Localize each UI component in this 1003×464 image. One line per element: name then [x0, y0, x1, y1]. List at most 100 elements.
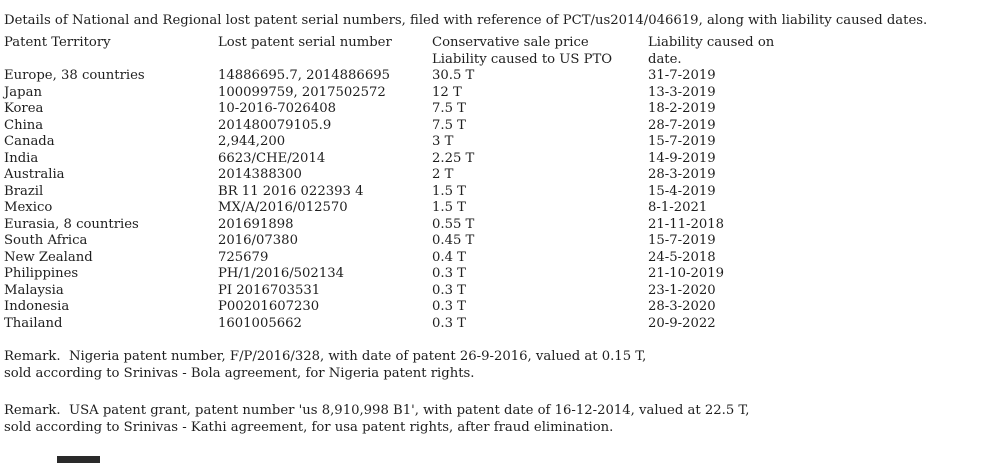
column-header-serial-number-line2	[218, 52, 432, 69]
cell-serial-number: 201691898	[218, 216, 294, 232]
table-row: Thailand 1601005662 0.3 T 20-9-2022	[4, 316, 988, 333]
cell-liability-date: 20-9-2022	[648, 315, 716, 331]
table-row: Europe, 38 countries 14886695.7, 2014886…	[4, 68, 988, 85]
cell-price: 1.5 T	[432, 183, 466, 199]
cell-liability-date: 14-9-2019	[648, 150, 716, 166]
cell-territory: Europe, 38 countries	[4, 68, 145, 83]
cell-liability-date: 13-3-2019	[648, 84, 716, 100]
table-header-row-2: Liability caused to US PTO date.	[4, 52, 988, 69]
column-header-liability-date-line2: date.	[648, 51, 682, 67]
cell-liability-date: 18-2-2019	[648, 101, 716, 116]
column-header-serial-number: Lost patent serial number	[218, 35, 392, 50]
cell-serial-number: PI 2016703531	[218, 282, 321, 298]
cell-liability-date: 8-1-2021	[648, 200, 708, 215]
table-row: Indonesia P00201607230 0.3 T 28-3-2020	[4, 299, 988, 316]
cell-serial-number: 10-2016-7026408	[218, 101, 336, 116]
table-header-row-1: Patent Territory Lost patent serial numb…	[4, 35, 988, 52]
table-row: Philippines PH/1/2016/502134 0.3 T 21-10…	[4, 266, 988, 283]
cell-serial-number: 201480079105.9	[218, 117, 332, 133]
cell-price: 2.25 T	[432, 150, 475, 166]
table-row: Brazil BR 11 2016 022393 4 1.5 T 15-4-20…	[4, 184, 988, 201]
cell-territory: Malaysia	[4, 282, 64, 298]
remark-line: Remark. Nigeria patent number, F/P/2016/…	[4, 349, 647, 364]
cell-price: 7.5 T	[432, 101, 466, 116]
cell-serial-number: 6623/CHE/2014	[218, 150, 326, 166]
table-row: New Zealand 725679 0.4 T 24-5-2018	[4, 250, 988, 267]
cell-territory: Philippines	[4, 266, 79, 281]
table-row: Mexico MX/A/2016/012570 1.5 T 8-1-2021	[4, 200, 988, 217]
cell-liability-date: 15-4-2019	[648, 183, 716, 199]
table-row: China 201480079105.9 7.5 T 28-7-2019	[4, 118, 988, 135]
cell-territory: South Africa	[4, 233, 88, 248]
patent-table: Patent Territory Lost patent serial numb…	[4, 35, 988, 332]
cell-price: 0.3 T	[432, 315, 466, 331]
cell-territory: Eurasia, 8 countries	[4, 216, 139, 232]
cell-liability-date: 28-3-2020	[648, 299, 716, 314]
remark-line: sold according to Srinivas - Bola agreem…	[4, 365, 475, 381]
cell-price: 3 T	[432, 134, 454, 149]
cell-price: 0.3 T	[432, 266, 466, 281]
column-header-territory: Patent Territory	[4, 35, 111, 50]
column-header-liability-date: Liability caused on	[648, 35, 775, 50]
cell-serial-number: 100099759, 2017502572	[218, 84, 386, 100]
cell-price: 30.5 T	[432, 68, 475, 83]
table-row: Australia 2014388300 2 T 28-3-2019	[4, 167, 988, 184]
cell-serial-number: 14886695.7, 2014886695	[218, 68, 390, 83]
table-row: Malaysia PI 2016703531 0.3 T 23-1-2020	[4, 283, 988, 300]
cell-liability-date: 31-7-2019	[648, 68, 716, 83]
table-row: South Africa 2016/07380 0.45 T 15-7-2019	[4, 233, 988, 250]
cell-price: 0.3 T	[432, 299, 466, 314]
cell-serial-number: MX/A/2016/012570	[218, 200, 348, 215]
cell-serial-number: 2016/07380	[218, 233, 298, 248]
cell-price: 7.5 T	[432, 117, 466, 133]
redaction-mark	[57, 456, 100, 463]
cell-price: 0.55 T	[432, 216, 475, 232]
table-row: India 6623/CHE/2014 2.25 T 14-9-2019	[4, 151, 988, 168]
column-header-territory-line2	[4, 52, 218, 69]
cell-liability-date: 21-10-2019	[648, 266, 725, 281]
cell-liability-date: 28-7-2019	[648, 117, 716, 133]
cell-territory: Canada	[4, 134, 55, 149]
cell-territory: Korea	[4, 101, 44, 116]
cell-serial-number: PH/1/2016/502134	[218, 266, 344, 281]
cell-price: 0.3 T	[432, 282, 466, 298]
cell-liability-date: 21-11-2018	[648, 216, 725, 232]
cell-serial-number: 725679	[218, 249, 269, 265]
cell-territory: Australia	[4, 167, 65, 182]
cell-liability-date: 15-7-2019	[648, 233, 716, 248]
column-header-sale-price: Conservative sale price	[432, 35, 589, 50]
cell-serial-number: 2014388300	[218, 167, 302, 182]
cell-territory: Indonesia	[4, 299, 70, 314]
cell-territory: Thailand	[4, 315, 63, 331]
table-row: Canada 2,944,200 3 T 15-7-2019	[4, 134, 988, 151]
cell-territory: New Zealand	[4, 249, 93, 265]
cell-serial-number: 2,944,200	[218, 134, 286, 149]
cell-serial-number: BR 11 2016 022393 4	[218, 183, 364, 199]
cell-liability-date: 24-5-2018	[648, 249, 716, 265]
cell-territory: Japan	[4, 84, 42, 100]
remark-nigeria: Remark. Nigeria patent number, F/P/2016/…	[4, 349, 646, 382]
cell-territory: Brazil	[4, 183, 44, 199]
column-header-sale-price-line2: Liability caused to US PTO	[432, 51, 613, 67]
table-row: Japan 100099759, 2017502572 12 T 13-3-20…	[4, 85, 988, 102]
remark-line: sold according to Srinivas - Kathi agree…	[4, 419, 614, 435]
cell-liability-date: 28-3-2019	[648, 167, 716, 182]
table-row: Eurasia, 8 countries 201691898 0.55 T 21…	[4, 217, 988, 234]
remark-usa: Remark. USA patent grant, patent number …	[4, 403, 749, 436]
cell-price: 1.5 T	[432, 200, 466, 215]
cell-territory: China	[4, 117, 44, 133]
remark-line: Remark. USA patent grant, patent number …	[4, 403, 750, 418]
cell-territory: India	[4, 150, 39, 166]
cell-price: 0.45 T	[432, 233, 475, 248]
cell-price: 2 T	[432, 167, 454, 182]
cell-serial-number: 1601005662	[218, 315, 302, 331]
cell-price: 0.4 T	[432, 249, 466, 265]
cell-price: 12 T	[432, 84, 462, 100]
table-row: Korea 10-2016-7026408 7.5 T 18-2-2019	[4, 101, 988, 118]
cell-serial-number: P00201607230	[218, 299, 320, 314]
cell-liability-date: 23-1-2020	[648, 282, 716, 298]
cell-territory: Mexico	[4, 200, 53, 215]
cell-liability-date: 15-7-2019	[648, 134, 716, 149]
document-title: Details of National and Regional lost pa…	[4, 13, 928, 28]
